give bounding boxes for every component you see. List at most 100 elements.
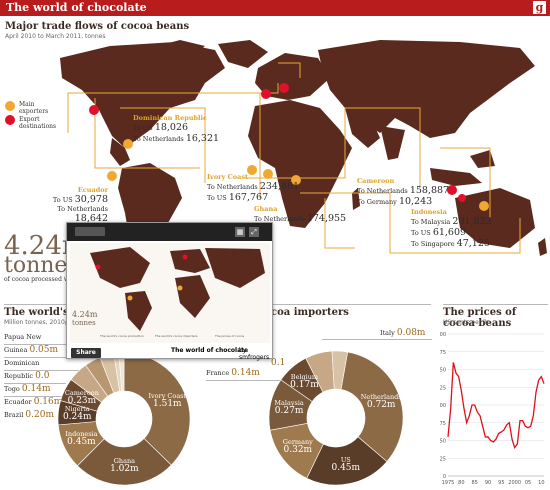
prices-subtitle: US cents per lb xyxy=(443,319,489,326)
y-tick-label: 175 xyxy=(440,350,446,356)
map-subtitle: April 2010 to March 2011, tonnes xyxy=(5,33,106,40)
donut-label-value: 0.45m xyxy=(67,436,96,447)
route-line xyxy=(120,107,206,183)
exporter-marker-ivory-coast xyxy=(247,165,257,175)
popup-caption-by: by smfrogers xyxy=(239,347,270,361)
legend-exporters: Main exporters xyxy=(19,101,49,115)
donut-label-germany: Germany 0.32m xyxy=(276,438,320,455)
exporter-marker-ghana xyxy=(263,169,273,179)
guardian-logo[interactable]: g xyxy=(533,1,546,14)
producers-title: The world's coco xyxy=(4,307,98,318)
flow-line-prefix: To US xyxy=(411,229,431,237)
donut-label-value: 1.02m xyxy=(110,463,139,474)
destination-marker-us xyxy=(89,105,99,115)
flow-line-prefix: To Netherlands xyxy=(207,183,258,191)
popup-fullscreen-icon[interactable]: ⤢ xyxy=(249,227,259,237)
donut-label-belgium: Belgium 0.17m xyxy=(282,373,326,390)
flow-origin: Dominican Republic xyxy=(133,114,207,122)
y-tick-label: 100 xyxy=(440,403,446,409)
donut-label-value: 0.72m xyxy=(366,399,396,410)
flow-ivory-coast: Ivory Coast To Netherlands 234,461 To US… xyxy=(207,173,299,203)
importers-donut-labels: Netherlands 0.72m US 0.45m Germany 0.32m Malay… xyxy=(268,350,404,486)
flow-origin: Indonesia xyxy=(411,208,447,216)
route-line xyxy=(67,92,261,198)
flow-line-value: 16,321 xyxy=(185,133,220,144)
donut-label-name: Cameroon xyxy=(64,389,99,398)
popup-grid-icon[interactable]: ▦ xyxy=(235,227,245,237)
flow-line-prefix: To Germany xyxy=(357,198,397,206)
flow-line: To Netherlands 174,955 xyxy=(254,213,346,224)
route-line xyxy=(440,147,491,218)
producer-small-list: Papua New Guinea 0.05m Dominican Republi… xyxy=(4,331,66,422)
exporter-marker-indonesia xyxy=(479,201,489,211)
destination-marker-malaysia xyxy=(447,185,457,195)
big-stat-unit: tonnes xyxy=(4,253,79,278)
popup-mini-title2: The world's cocoa importers xyxy=(154,334,198,338)
flow-line-prefix: To Malaysia xyxy=(411,218,451,226)
leader-line xyxy=(4,396,64,397)
flow-line: To Netherlands 234,461 xyxy=(207,181,299,192)
donut-label-name: Ivory Coast xyxy=(148,391,187,400)
importer-small-item: Italy 0.08m xyxy=(380,328,425,338)
y-tick-label: 150 xyxy=(440,368,446,374)
flow-origin: Cameroon xyxy=(357,177,395,185)
share-button[interactable]: Share xyxy=(71,348,101,358)
flow-line-value: 167,767 xyxy=(228,192,269,203)
donut-label-ghana: Ghana 1.02m xyxy=(102,457,146,474)
x-tick-label: 2000 xyxy=(508,480,521,486)
donut-label-value: 1.51m xyxy=(153,398,182,409)
donut-label-name: Germany xyxy=(282,438,313,447)
donut-label-ivory-coast: Ivory Coast 1.51m xyxy=(145,391,189,409)
flow-dominican-republic: Dominican Republic To US 18,026 To Nethe… xyxy=(133,114,219,144)
leader-line xyxy=(4,370,82,371)
x-tick-label: 10 xyxy=(538,480,544,486)
producer-small-item: Togo 0.14m xyxy=(4,383,66,396)
flow-origin: Ecuador xyxy=(77,186,108,194)
flow-line: To Netherlands 18,642 xyxy=(32,205,108,224)
flow-line: To Singapore 47,125 xyxy=(411,238,492,249)
popup-thumbnail: 4.24m tonnes The world's cocoa productio… xyxy=(70,243,270,343)
importers-donut-chart xyxy=(268,350,404,486)
importer-name: Italy xyxy=(380,329,395,337)
flow-line-value: 61,609 xyxy=(432,227,467,238)
producer-value: 0.20m xyxy=(25,410,54,420)
importer-partial-value: 0.1 xyxy=(271,358,285,368)
producer-small-item: Brazil 0.20m xyxy=(4,409,66,422)
embed-popup[interactable]: ▦ ⤢ 4.24m tonnes The world's cocoa produ… xyxy=(66,222,273,361)
x-tick-label: 95 xyxy=(498,480,504,486)
flow-line: To Germany 10,243 xyxy=(357,196,449,207)
route-line xyxy=(278,62,301,78)
flow-indonesia: Indonesia To Malaysia 201,823 To US 61,6… xyxy=(411,208,492,249)
destination-marker-singapore xyxy=(458,194,466,202)
leader-line xyxy=(4,344,84,345)
exporter-markers xyxy=(107,139,489,211)
flow-origin: Ivory Coast xyxy=(207,173,248,181)
flow-line-prefix: To Netherlands xyxy=(57,205,108,213)
flow-line-value: 234,461 xyxy=(259,181,300,192)
flow-line: To US 167,767 xyxy=(207,192,299,203)
producers-subtitle: Million tonnes, 2010/11 xyxy=(4,319,75,326)
donut-label-netherlands: Netherlands 0.72m xyxy=(359,392,403,410)
donut-label-nigeria: Nigeria 0.24m xyxy=(55,405,99,422)
destination-marker-germany xyxy=(279,83,289,93)
flow-line: To Netherlands 158,887 xyxy=(357,185,449,196)
y-tick-label: 25 xyxy=(440,456,446,462)
popup-mini-big: 4.24m xyxy=(72,310,98,319)
x-tick-label: 1975 xyxy=(442,480,455,486)
x-tick-label: 85 xyxy=(471,480,477,486)
flow-line-value: 174,955 xyxy=(306,213,347,224)
donut-slice-ivory-coast xyxy=(123,352,191,466)
donut-label-us: US 0.45m xyxy=(324,456,368,473)
popup-caption: The world of chocolate by smfrogers xyxy=(67,345,272,361)
prices-title: The prices of cocoa beans xyxy=(443,307,517,329)
importer-name: France xyxy=(206,369,230,377)
flow-line-value: 18,026 xyxy=(154,122,189,133)
flow-line: To Netherlands 16,321 xyxy=(133,133,219,144)
flow-line-prefix: To Singapore xyxy=(411,240,455,248)
page-title: The world of chocolate xyxy=(6,1,147,14)
donut-slice-netherlands xyxy=(340,351,404,462)
route-line xyxy=(94,98,200,169)
donut-label-name: Netherlands xyxy=(360,392,402,401)
flow-cameroon: Cameroon To Netherlands 158,887 To Germa… xyxy=(357,177,449,207)
